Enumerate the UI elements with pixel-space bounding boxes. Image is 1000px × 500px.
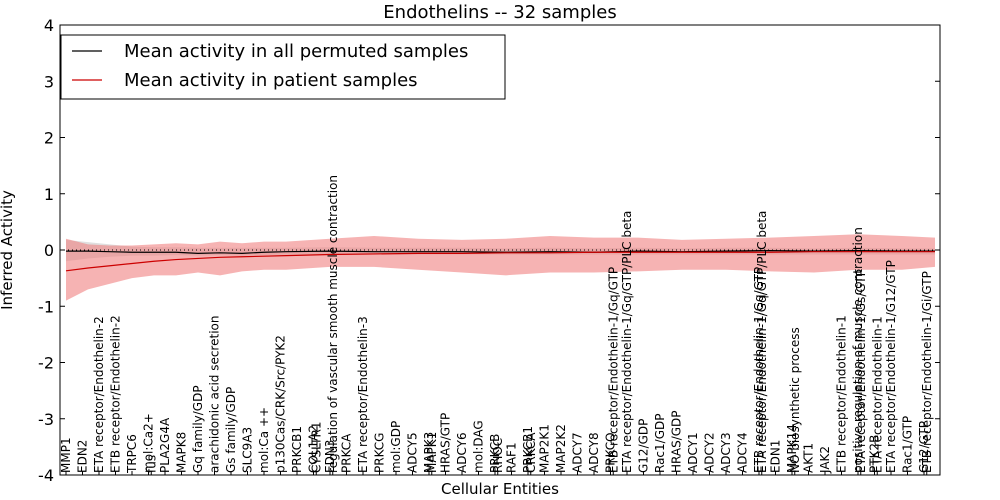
y-tick-label: -3 [38,410,54,429]
entity-label: ETA receptor/Endothelin-1/Gq/GTP/PLC bet… [755,211,769,473]
entity-label: MAPK14 [785,424,799,473]
entity-label: PTK2B [868,435,882,473]
entity-label: ADCY8 [587,432,601,473]
entity-label: MAPK3 [422,432,436,473]
entity-label: MMP1 [59,437,73,473]
entity-label: JAK2 [818,446,832,474]
entity-label: PRKCQ [604,432,618,473]
entity-label: EDN1 [769,440,783,473]
entity-label: HRAS/GDP [670,410,684,473]
y-axis-title: Inferred Activity [0,190,16,310]
entity-label: HRAS/GTP [439,413,453,473]
entity-label: ADCY3 [719,432,733,473]
entity-labels: MMP1 EDN2 ETA receptor/Endothelin-2 ETB rec… [59,175,934,475]
entity-label: RHOC [491,438,505,473]
entity-label: ADCY6 [455,432,469,473]
entity-label: Rac1/GDP [653,414,667,473]
entity-label: G12/GTP [917,421,931,473]
entity-label: regulation of vascular smooth muscle con… [326,175,340,473]
y-tick-label: 3 [44,72,54,91]
entity-label: PRKCB1 [290,426,304,473]
chart-title: Endothelins -- 32 samples [383,2,616,23]
entity-label: ETB receptor/Endothelin-1/Gq/GTP [606,267,620,473]
line-series-1 [65,251,935,272]
y-tick-label: 4 [44,16,54,35]
entity-label: ETA receptor/Endothelin-1/Gq/GTP/PLC bet… [620,211,634,473]
y-tick-label: 1 [44,185,54,204]
legend-label-patient: Mean activity in patient samples [124,70,418,91]
entity-label: TRPC6 [125,434,139,474]
entity-label: Gq family/GDP [191,385,205,473]
entity-label: CYSLTR1 [309,422,323,473]
entity-label: ETA receptor/Endothelin-2 [92,316,106,473]
entity-label: EDN2 [76,440,90,473]
band-series-1 [66,234,935,301]
entity-label: PRKCA [340,433,354,473]
entity-label: PRKCB [488,434,502,473]
entity-label: CRKCA [524,432,538,473]
entity-label: PLA2G4A [158,417,172,473]
entity-label: positive regulation of muscle contractio… [851,227,865,473]
entity-label: mol:Ca2+ [142,413,156,473]
y-tick-label: -4 [38,466,54,485]
legend-box [60,34,506,100]
entity-label: arachidonic acid secretion [208,316,222,473]
x-axis-title: Cellular Entities [441,480,559,498]
entity-label: COL1A2 [307,425,321,473]
bands-layer [66,234,935,301]
entity-label: SLC9A3 [241,427,255,473]
entity-label: ADCY4 [736,432,750,473]
entity-label: ADCY5 [406,432,420,473]
entity-label: p130Cas/CRK/Src/PYK2 [274,335,288,473]
line-series-0 [66,249,935,254]
entity-label: mol:GDP [389,421,403,473]
entity-label: fus [144,455,158,473]
entity-label: PRKCB1 [521,426,535,473]
entity-label: Gs family/GDP [224,387,238,473]
y-axis-ticks: 4 3 2 1 0 -1 -2 -3 -4 [38,16,940,485]
entity-label: mol:DAG [472,420,486,473]
entity-label: ETA receptor/Endothelin-1/Gs/GTP [854,269,868,473]
entity-label: ETB receptor/Endothelin-1/Gq/GTP [752,267,766,473]
entity-label: MAPK1 [425,432,439,473]
entity-label: mol:Ca ++ [257,407,271,473]
entity-label: PRKCG [373,433,387,473]
entity-label: EDN3 [323,440,337,473]
entity-label: NO biosynthetic process [788,327,802,473]
y-tick-label: -2 [38,354,54,373]
entity-label: ADCY7 [571,432,585,473]
entity-label: ETB receptor/Endothelin-1 [835,315,849,473]
entity-label: MAP2K1 [538,424,552,473]
entity-label: Rac1/GTP [901,416,915,473]
entity-label: ADCY1 [686,432,700,473]
entity-label: MAP2K2 [554,424,568,473]
y-tick-label: -1 [38,297,54,316]
legend: Mean activity in all permuted samples Me… [60,34,506,100]
entity-label: RAF1 [505,442,519,473]
entity-label: AKT1 [802,443,816,473]
entity-label: ETB receptor/Endothelin-2 [109,315,123,473]
entity-label: G12/GDP [637,419,651,473]
lines-layer [65,249,935,272]
y-tick-label: 2 [44,129,54,148]
entity-label: ETA receptor/Endothelin-1 [870,316,884,473]
entity-label: ETB receptor/Endothelin-1/Gi/GTP [920,271,934,473]
entity-label: MAPK8 [175,432,189,473]
entity-label: ETA receptor/Endothelin-1/G12/GTP [884,260,898,473]
y-tick-label: 0 [44,241,54,260]
legend-label-permuted: Mean activity in all permuted samples [124,41,468,62]
entity-label: ADCY2 [703,432,717,473]
entity-label: ETA receptor/Endothelin-3 [356,316,370,473]
